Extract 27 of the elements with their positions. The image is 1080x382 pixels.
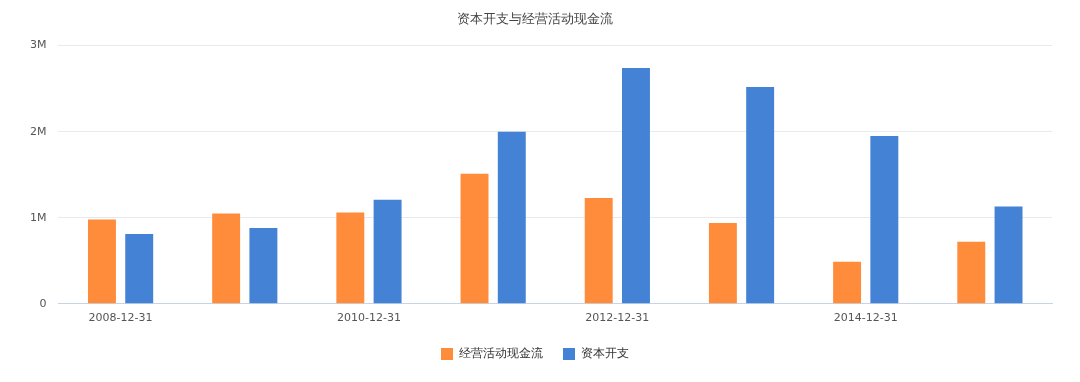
- bar: [622, 67, 650, 304]
- legend-label: 经营活动现金流: [459, 346, 543, 361]
- bar: [708, 222, 737, 304]
- bar: [212, 213, 241, 304]
- x-tick-label: 2014-12-31: [833, 311, 898, 325]
- y-tick-label: 2M: [29, 124, 47, 138]
- bar: [957, 241, 986, 304]
- bar: [833, 261, 862, 304]
- y-tick-label: 0: [39, 296, 47, 310]
- legend-label: 资本开支: [581, 346, 629, 361]
- x-tick-label: 2008-12-31: [88, 311, 153, 325]
- bar: [497, 131, 526, 304]
- y-tick-label: 1M: [29, 210, 47, 224]
- bar: [460, 173, 489, 304]
- bar: [870, 135, 899, 304]
- bar: [87, 219, 116, 304]
- bar: [249, 228, 278, 304]
- bar: [994, 206, 1023, 304]
- x-tick-label: 2012-12-31: [585, 311, 650, 325]
- bar: [584, 197, 613, 304]
- y-tick-label: 3M: [29, 38, 47, 52]
- x-tick-label: 2010-12-31: [336, 311, 401, 325]
- bar: [336, 212, 365, 304]
- bar: [746, 86, 775, 304]
- chart-title: 资本开支与经营活动现金流: [457, 11, 613, 27]
- bar: [373, 199, 402, 304]
- bar: [125, 234, 154, 304]
